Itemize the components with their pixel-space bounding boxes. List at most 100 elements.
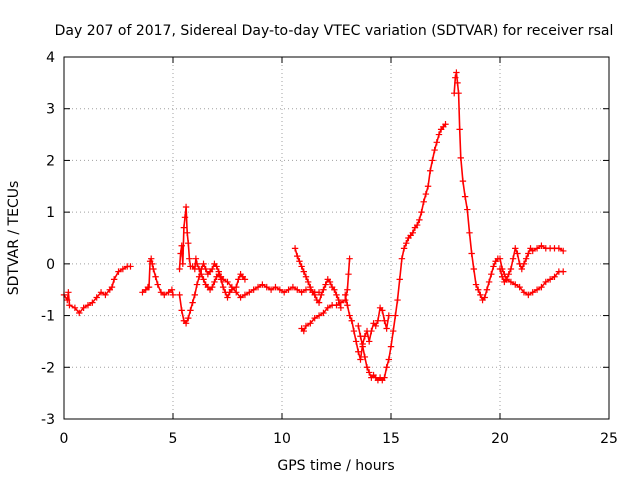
data-point (71, 304, 79, 312)
data-point (237, 294, 244, 301)
data-point (180, 224, 188, 231)
data-point (538, 242, 545, 249)
data-point (289, 283, 297, 291)
data-point (320, 286, 327, 293)
data-point (195, 273, 203, 280)
data-point (385, 356, 393, 363)
data-point (464, 206, 471, 213)
data-point (193, 260, 201, 268)
data-point (431, 146, 438, 154)
data-point (182, 203, 190, 211)
data-point (366, 369, 373, 376)
data-point (344, 286, 351, 293)
data-point (342, 291, 349, 299)
data-point (177, 250, 184, 257)
data-point (503, 276, 510, 283)
data-point (394, 296, 401, 304)
data-point (357, 333, 364, 340)
data-point (149, 260, 156, 268)
data-point (466, 229, 473, 237)
data-point (346, 312, 353, 319)
data-point (333, 302, 340, 309)
data-point (311, 314, 318, 322)
y-tick-label: 1 (46, 205, 55, 221)
chart-title: Day 207 of 2017, Sidereal Day-to-day VTE… (55, 23, 614, 39)
data-point (178, 242, 185, 249)
data-point (525, 250, 532, 257)
data-point (355, 322, 362, 330)
data-point (352, 338, 360, 345)
series-trace (344, 294, 390, 361)
data-point (337, 299, 345, 306)
data-point (379, 307, 386, 314)
data-point (331, 286, 338, 293)
data-point (468, 250, 475, 257)
data-point (211, 278, 218, 286)
data-point (420, 198, 427, 205)
data-point (66, 302, 73, 309)
data-point (148, 255, 155, 262)
series-trace (294, 247, 342, 309)
data-point (456, 126, 463, 133)
data-point (529, 247, 536, 255)
data-point (498, 273, 506, 280)
data-point (76, 309, 83, 317)
data-point (344, 302, 351, 309)
data-point (241, 276, 249, 283)
y-tick-label: -2 (41, 360, 55, 376)
grid (64, 57, 609, 419)
data-point (490, 263, 497, 270)
data-point (241, 291, 249, 299)
data-point (555, 245, 563, 252)
data-point (363, 364, 371, 371)
data-point (102, 291, 109, 299)
data-point (442, 121, 449, 128)
data-point (307, 283, 314, 291)
x-tick-label: 25 (600, 431, 618, 447)
data-point (250, 286, 257, 293)
plot-frame (63, 56, 610, 420)
data-point (457, 154, 464, 162)
data-point (522, 255, 530, 262)
data-point (219, 276, 227, 283)
data-point (433, 139, 440, 146)
y-tick-label: 0 (46, 257, 55, 273)
data-point (185, 239, 192, 247)
x-tick-label: 15 (382, 431, 400, 447)
data-point (461, 193, 469, 200)
y-tick-label: -3 (41, 412, 55, 428)
data-point (324, 304, 331, 312)
data-point (315, 299, 323, 306)
data-point (215, 268, 222, 275)
data-point (267, 286, 275, 293)
data-point (459, 177, 467, 185)
data-point (233, 289, 240, 296)
data-point (516, 283, 523, 291)
data-point (84, 302, 92, 309)
series-trace (453, 71, 564, 301)
y-axis-label: SDTVAR / TECUs (6, 181, 22, 296)
data-point (183, 229, 191, 237)
data-point (512, 245, 519, 252)
data-point (192, 255, 200, 262)
y-tick-label: -1 (41, 309, 55, 325)
data-point (383, 364, 390, 371)
data-point (115, 268, 122, 275)
data-point (387, 343, 395, 350)
data-point (346, 255, 353, 262)
data-point (389, 327, 397, 335)
y-tick-label: 3 (46, 102, 55, 118)
x-axis-label: GPS time / hours (277, 458, 394, 474)
data-point (416, 216, 423, 224)
data-point (185, 314, 192, 322)
data-point (381, 374, 388, 381)
data-point (413, 221, 421, 229)
data-point (350, 327, 358, 335)
data-point (326, 278, 334, 286)
data-point (507, 265, 515, 273)
x-tick-label: 0 (60, 431, 69, 447)
y-tick-label: 2 (46, 153, 55, 169)
data-point (178, 307, 185, 314)
data-point (470, 265, 478, 273)
